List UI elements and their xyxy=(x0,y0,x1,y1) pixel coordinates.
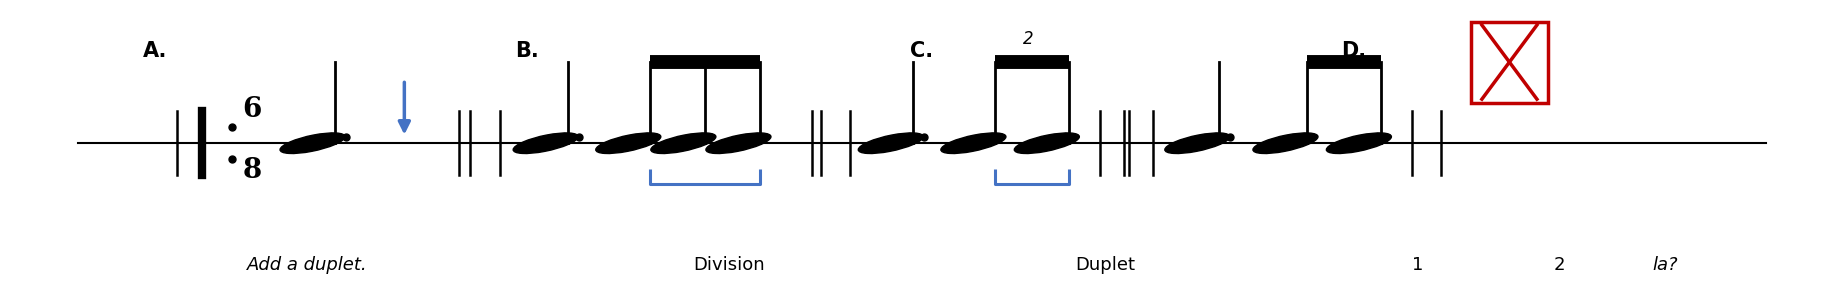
Ellipse shape xyxy=(1014,133,1079,153)
Text: 1: 1 xyxy=(1413,256,1424,274)
Ellipse shape xyxy=(706,133,771,153)
Text: B.: B. xyxy=(516,41,538,60)
Ellipse shape xyxy=(1252,133,1318,153)
Text: 2: 2 xyxy=(1553,256,1566,274)
Text: D.: D. xyxy=(1341,41,1366,60)
Text: Duplet: Duplet xyxy=(1075,256,1136,274)
Ellipse shape xyxy=(1165,133,1230,153)
Ellipse shape xyxy=(651,133,715,153)
Ellipse shape xyxy=(940,133,1007,153)
Text: la?: la? xyxy=(1652,256,1678,274)
Text: Division: Division xyxy=(693,256,765,274)
Ellipse shape xyxy=(857,133,924,153)
Text: A.: A. xyxy=(142,41,166,60)
Text: C.: C. xyxy=(911,41,933,60)
Ellipse shape xyxy=(596,133,660,153)
FancyBboxPatch shape xyxy=(1472,21,1547,103)
Ellipse shape xyxy=(1326,133,1392,153)
Text: Add a duplet.: Add a duplet. xyxy=(247,256,367,274)
Text: 6: 6 xyxy=(242,96,262,123)
Text: 8: 8 xyxy=(242,157,262,184)
Ellipse shape xyxy=(513,133,579,153)
Text: 2: 2 xyxy=(1023,30,1034,48)
Ellipse shape xyxy=(280,133,345,153)
